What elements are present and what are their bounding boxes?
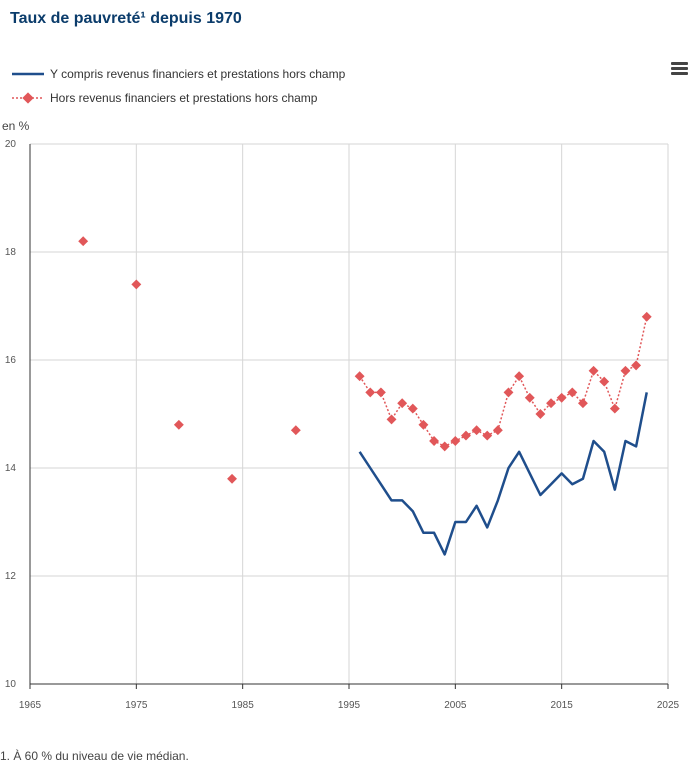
y-tick-label: 10 <box>5 679 17 690</box>
data-point-diamond[interactable] <box>173 419 184 430</box>
data-point-diamond[interactable] <box>567 387 578 398</box>
series-line-without-financial-income[interactable] <box>359 316 648 448</box>
data-point-diamond[interactable] <box>386 414 397 425</box>
data-point-diamond[interactable] <box>471 425 482 436</box>
data-point-diamond[interactable] <box>365 387 376 398</box>
series-line-with-financial-income[interactable] <box>358 392 648 556</box>
data-point-diamond[interactable] <box>482 430 493 441</box>
y-tick-label: 20 <box>5 139 17 150</box>
data-point-diamond[interactable] <box>588 365 599 376</box>
data-point-diamond[interactable] <box>290 425 301 436</box>
data-point-diamond[interactable] <box>418 419 429 430</box>
data-point-diamond[interactable] <box>514 371 525 382</box>
data-point-diamond[interactable] <box>535 409 546 419</box>
data-point-diamond[interactable] <box>131 279 142 290</box>
x-tick-label: 2025 <box>657 700 680 711</box>
x-tick-label: 2015 <box>551 700 574 711</box>
y-tick-label: 12 <box>5 571 17 582</box>
data-point-diamond[interactable] <box>599 376 610 387</box>
data-point-diamond[interactable] <box>397 398 408 409</box>
x-tick-label: 2005 <box>444 700 467 711</box>
data-point-diamond[interactable] <box>429 436 440 446</box>
legend-label-without-financial-income: Hors revenus financiers et prestations h… <box>50 91 318 105</box>
axes: 10 12 14 16 18 20 1965 1975 1985 1995 2005 2015 2025 <box>5 139 680 711</box>
legend: Y compris revenus financiers et prestati… <box>12 62 345 110</box>
data-point-diamond[interactable] <box>407 403 418 414</box>
data-point-diamond[interactable] <box>620 365 631 376</box>
data-point-diamond[interactable] <box>641 311 652 322</box>
solid-line-icon <box>12 72 44 76</box>
data-point-diamond[interactable] <box>78 236 89 247</box>
data-point-diamond[interactable] <box>375 387 386 398</box>
legend-item-with-financial-income[interactable]: Y compris revenus financiers et prestati… <box>12 62 345 86</box>
data-point-diamond[interactable] <box>492 425 503 436</box>
data-point-diamond[interactable] <box>577 398 588 409</box>
data-point-diamond[interactable] <box>503 387 514 398</box>
data-point-diamond[interactable] <box>609 403 620 414</box>
data-point-diamond[interactable] <box>439 441 450 452</box>
y-tick-label: 16 <box>5 355 17 366</box>
legend-item-without-financial-income[interactable]: Hors revenus financiers et prestations h… <box>12 86 345 110</box>
data-point-diamond[interactable] <box>631 360 642 371</box>
y-tick-label: 14 <box>5 463 17 474</box>
footnote: 1. À 60 % du niveau de vie médian. <box>0 749 189 763</box>
data-point-diamond[interactable] <box>556 392 567 403</box>
data-point-diamond[interactable] <box>546 398 556 409</box>
data-point-diamond[interactable] <box>227 473 237 484</box>
data-point-diamond[interactable] <box>450 436 461 446</box>
data-point-diamond[interactable] <box>524 392 535 403</box>
grid-lines <box>30 143 669 684</box>
data-point-diamond[interactable] <box>354 371 365 382</box>
x-tick-label: 1975 <box>125 700 148 711</box>
x-tick-label: 1995 <box>338 700 361 711</box>
y-tick-label: 18 <box>5 247 17 258</box>
x-tick-label: 1965 <box>19 700 42 711</box>
dotted-diamond-line-icon <box>12 92 44 104</box>
y-axis-unit-label: en % <box>2 119 30 133</box>
chart-title: Taux de pauvreté¹ depuis 1970 <box>10 10 242 27</box>
legend-label-with-financial-income: Y compris revenus financiers et prestati… <box>50 67 346 81</box>
data-point-diamond[interactable] <box>461 430 471 441</box>
x-tick-label: 1985 <box>232 700 255 711</box>
hamburger-menu-icon[interactable] <box>668 58 692 80</box>
series <box>78 236 652 556</box>
